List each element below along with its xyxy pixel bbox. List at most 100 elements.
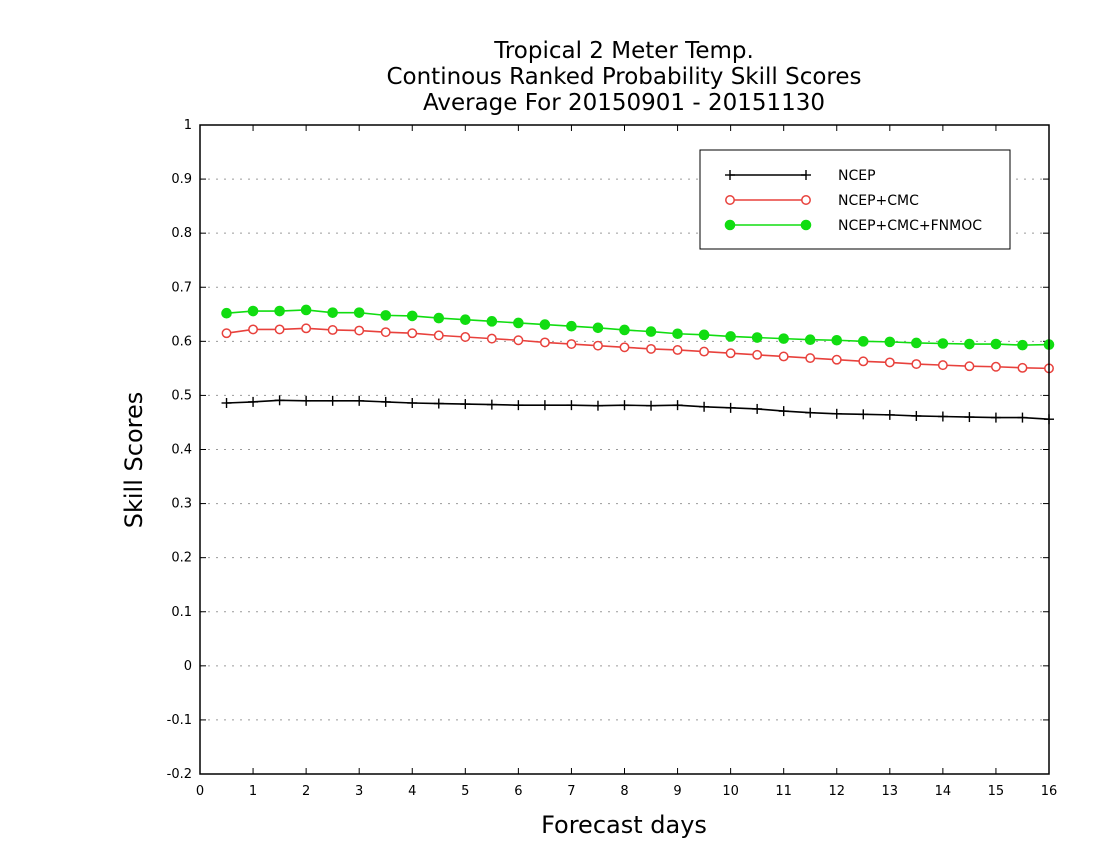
point-marker bbox=[592, 322, 604, 334]
y-tick-label: 0.8 bbox=[171, 226, 192, 241]
point-marker bbox=[486, 333, 497, 344]
point-marker bbox=[353, 307, 365, 318]
x-tick-label: 3 bbox=[355, 784, 363, 799]
point-marker bbox=[274, 305, 285, 317]
point-marker bbox=[884, 357, 895, 368]
point-marker bbox=[486, 316, 498, 327]
point-marker bbox=[725, 195, 735, 205]
point-marker bbox=[857, 336, 869, 347]
x-axis-label: Forecast days bbox=[541, 811, 707, 839]
point-marker bbox=[751, 332, 763, 343]
y-tick-label: 0.7 bbox=[171, 280, 192, 295]
point-marker bbox=[937, 338, 949, 349]
point-marker bbox=[911, 337, 922, 349]
point-marker bbox=[619, 324, 630, 336]
x-tick-label: 2 bbox=[302, 784, 310, 799]
legend-items: NCEP NCEP+CMC NCEP+CMC+FNMOC bbox=[724, 168, 982, 234]
series-ncep-cmc bbox=[221, 323, 1054, 374]
point-marker bbox=[221, 307, 232, 319]
x-tick-label: 4 bbox=[408, 784, 416, 799]
point-marker bbox=[725, 348, 736, 359]
point-marker bbox=[698, 329, 710, 341]
point-marker bbox=[327, 325, 338, 335]
series-layer bbox=[221, 304, 1055, 425]
point-marker bbox=[327, 307, 338, 318]
point-marker bbox=[724, 219, 736, 231]
x-tick-label: 15 bbox=[988, 784, 1005, 799]
y-tick-label: 0.2 bbox=[171, 551, 192, 566]
y-tick-label: 1 bbox=[184, 118, 192, 133]
chart-title: Tropical 2 Meter Temp. Continous Ranked … bbox=[386, 38, 861, 116]
point-marker bbox=[804, 334, 816, 346]
point-marker bbox=[699, 346, 710, 357]
legend-item-ncep-cmc-fnmoc: NCEP+CMC+FNMOC bbox=[724, 218, 982, 234]
point-marker bbox=[858, 356, 869, 367]
series-line-ncep-cmc bbox=[226, 327, 1050, 370]
point-marker bbox=[911, 359, 922, 369]
y-tick-label: 0.5 bbox=[171, 388, 192, 403]
point-marker bbox=[460, 314, 471, 326]
point-marker bbox=[778, 333, 789, 344]
x-tick-label: 5 bbox=[461, 784, 469, 799]
point-marker bbox=[407, 328, 418, 339]
x-tick-label: 7 bbox=[567, 784, 575, 799]
point-marker bbox=[805, 353, 816, 364]
x-tick-label: 11 bbox=[775, 784, 792, 799]
point-marker bbox=[1017, 339, 1028, 351]
point-marker bbox=[778, 351, 789, 362]
point-marker bbox=[513, 317, 524, 329]
point-marker bbox=[433, 312, 445, 324]
y-tick-label: -0.2 bbox=[167, 767, 192, 782]
point-marker bbox=[301, 323, 312, 334]
x-tick-label: 16 bbox=[1041, 784, 1058, 799]
legend-label: NCEP+CMC bbox=[838, 193, 919, 209]
point-marker bbox=[645, 326, 657, 337]
y-tick-label: 0.9 bbox=[171, 172, 192, 187]
point-marker bbox=[884, 336, 896, 348]
point-marker bbox=[433, 330, 444, 341]
point-marker bbox=[964, 338, 975, 350]
point-marker bbox=[300, 304, 312, 316]
point-marker bbox=[566, 320, 577, 332]
x-tick-label: 0 bbox=[196, 784, 204, 799]
point-marker bbox=[593, 340, 603, 351]
x-tick-label: 10 bbox=[722, 784, 739, 799]
x-tick-label: 1 bbox=[249, 784, 257, 799]
chart-title-line-3: Average For 20150901 - 20151130 bbox=[423, 90, 825, 116]
y-tick-label: -0.1 bbox=[167, 713, 192, 728]
point-marker bbox=[990, 361, 1001, 372]
series-line-ncep bbox=[226, 399, 1050, 421]
point-marker bbox=[247, 305, 259, 317]
point-marker bbox=[406, 310, 418, 322]
x-tick-label: 9 bbox=[673, 784, 681, 799]
point-marker bbox=[800, 219, 812, 231]
series-line-ncep-cmc-fnmoc bbox=[226, 309, 1050, 346]
point-marker bbox=[1017, 362, 1028, 373]
series-ncep-cmc-fnmoc bbox=[221, 304, 1055, 351]
x-tick-label: 6 bbox=[514, 784, 522, 799]
legend-item-ncep: NCEP bbox=[725, 168, 876, 184]
point-marker bbox=[937, 360, 948, 371]
point-marker bbox=[646, 343, 656, 354]
y-tick-label: 0.3 bbox=[171, 497, 192, 512]
point-marker bbox=[248, 324, 259, 335]
point-marker bbox=[672, 328, 683, 340]
series-ncep bbox=[221, 395, 1054, 425]
point-marker bbox=[831, 354, 842, 365]
y-tick-label: 0.1 bbox=[171, 605, 192, 620]
point-marker bbox=[380, 310, 392, 321]
point-marker bbox=[380, 327, 391, 338]
gridlines bbox=[200, 178, 1049, 721]
x-tick-label: 13 bbox=[882, 784, 899, 799]
y-tick-label: 0.4 bbox=[171, 443, 192, 458]
x-axis-ticks: 0 1 2 3 4 5 6 7 8 9 10 11 12 13 14 15 16 bbox=[196, 125, 1057, 799]
point-marker bbox=[274, 324, 285, 335]
x-tick-label: 8 bbox=[620, 784, 628, 799]
x-tick-label: 12 bbox=[828, 784, 845, 799]
point-marker bbox=[964, 361, 975, 372]
point-marker bbox=[460, 332, 471, 342]
point-marker bbox=[539, 337, 550, 348]
y-axis-ticks: -0.2 -0.1 0 0.1 0.2 0.3 0.4 0.5 0.6 0.7 0.8 0.9 1 bbox=[167, 118, 1049, 782]
legend-label: NCEP bbox=[838, 168, 876, 184]
point-marker bbox=[566, 339, 577, 349]
